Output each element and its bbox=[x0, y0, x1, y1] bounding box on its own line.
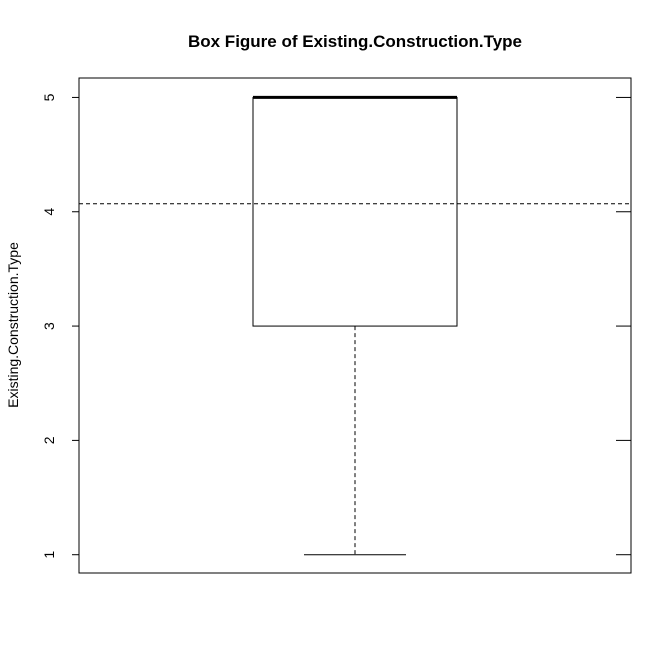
chart-title: Box Figure of Existing.Construction.Type bbox=[188, 32, 522, 51]
box-group bbox=[79, 95, 631, 556]
box-iqr bbox=[252, 96, 458, 327]
y-tick-label-1: 1 bbox=[41, 551, 57, 559]
y-axis: 1 2 3 4 5 bbox=[41, 93, 80, 559]
y-axis-label: Existing.Construction.Type bbox=[5, 242, 21, 408]
y-tick-label-3: 3 bbox=[41, 322, 57, 330]
y-tick-label-4: 4 bbox=[41, 208, 57, 216]
y-tick-label-2: 2 bbox=[41, 436, 57, 444]
right-ticks bbox=[616, 96, 631, 556]
y-tick-label-5: 5 bbox=[41, 93, 57, 101]
plot-frame bbox=[78, 77, 632, 574]
